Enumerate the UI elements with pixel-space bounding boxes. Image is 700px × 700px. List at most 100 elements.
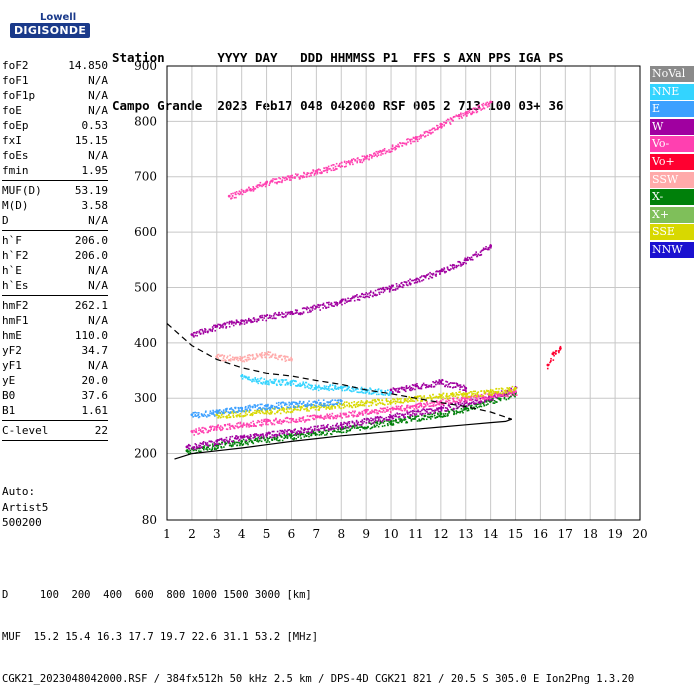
trace-point bbox=[480, 109, 482, 111]
trace-point bbox=[374, 400, 376, 403]
trace-point bbox=[484, 103, 487, 106]
trace-point bbox=[457, 411, 460, 414]
trace-point bbox=[477, 394, 480, 397]
legend-item: NNE bbox=[650, 83, 694, 100]
trace-point bbox=[451, 118, 453, 121]
trace-point bbox=[271, 434, 274, 436]
trace-point bbox=[425, 386, 427, 389]
trace-point bbox=[245, 439, 247, 441]
trace-point bbox=[371, 295, 374, 297]
trace-point bbox=[240, 319, 244, 323]
trace-point bbox=[484, 396, 486, 398]
trace-point bbox=[204, 414, 207, 417]
trace-point bbox=[381, 150, 384, 152]
trace-point bbox=[258, 437, 261, 440]
trace-point bbox=[285, 403, 288, 406]
param-value: N/A bbox=[88, 214, 108, 227]
trace-point bbox=[394, 148, 396, 151]
trace-point bbox=[503, 396, 506, 399]
trace-point bbox=[342, 386, 344, 389]
trace-point bbox=[390, 424, 393, 426]
trace-point bbox=[278, 422, 281, 424]
param-value: 206.0 bbox=[74, 249, 108, 262]
trace-point bbox=[335, 417, 338, 420]
trace-point bbox=[456, 411, 459, 414]
trace-point bbox=[284, 355, 286, 357]
trace-point bbox=[415, 413, 418, 415]
trace-point bbox=[228, 440, 230, 443]
trace-point bbox=[211, 330, 214, 333]
trace-point bbox=[403, 284, 405, 287]
trace-point bbox=[383, 148, 386, 150]
trace-point bbox=[452, 400, 455, 403]
trace-point bbox=[284, 179, 286, 182]
param-value: N/A bbox=[88, 359, 108, 372]
trace-point bbox=[265, 441, 268, 443]
trace-point bbox=[258, 411, 260, 414]
trace-point bbox=[424, 403, 426, 406]
trace-point bbox=[346, 160, 348, 163]
trace-point bbox=[442, 413, 445, 415]
trace-point bbox=[320, 388, 322, 390]
trace-point bbox=[276, 384, 278, 387]
trace-point bbox=[327, 428, 330, 430]
trace-point bbox=[206, 442, 209, 444]
trace-point bbox=[431, 410, 434, 412]
trace-point bbox=[248, 317, 250, 320]
trace-point bbox=[422, 408, 424, 410]
trace-point bbox=[387, 389, 389, 392]
trace-point bbox=[377, 288, 379, 291]
trace-point bbox=[485, 396, 487, 399]
trace-point bbox=[470, 396, 472, 399]
trace-point bbox=[278, 432, 281, 435]
trace-point bbox=[436, 401, 438, 404]
trace-point bbox=[354, 295, 357, 298]
trace-point bbox=[264, 185, 267, 188]
x-tick-label: 15 bbox=[508, 527, 523, 541]
trace-point bbox=[384, 411, 386, 413]
trace-point bbox=[471, 398, 474, 401]
trace-point bbox=[361, 412, 364, 415]
trace-point bbox=[449, 123, 452, 125]
trace-point bbox=[348, 415, 350, 418]
trace-point bbox=[492, 402, 495, 404]
trace-point bbox=[447, 414, 449, 417]
trace-point bbox=[459, 400, 462, 403]
trace-point bbox=[339, 402, 342, 405]
param-value: 262.1 bbox=[74, 299, 108, 312]
trace-point bbox=[299, 430, 302, 433]
trace-point bbox=[412, 397, 414, 400]
trace-point bbox=[301, 307, 304, 310]
trace-point bbox=[376, 155, 378, 158]
trace-point bbox=[392, 400, 395, 403]
trace-point bbox=[495, 387, 498, 390]
trace-point bbox=[271, 404, 274, 407]
trace-point bbox=[325, 385, 328, 388]
station-header: Station YYYY DAY DDD HHMMSS P1 FFS S AXN… bbox=[112, 18, 564, 130]
trace-point bbox=[380, 291, 382, 293]
trace-point bbox=[367, 389, 370, 391]
trace-point bbox=[323, 167, 325, 169]
trace-point bbox=[253, 404, 256, 406]
trace-point bbox=[288, 433, 290, 435]
trace-point bbox=[348, 405, 351, 408]
trace-point bbox=[508, 396, 511, 399]
trace-point bbox=[404, 281, 407, 283]
trace-point bbox=[466, 409, 469, 412]
trace-point bbox=[329, 417, 332, 420]
trace-point bbox=[252, 413, 254, 416]
trace-point bbox=[299, 433, 302, 436]
trace-point bbox=[419, 413, 422, 415]
trace-point bbox=[423, 275, 426, 278]
trace-point bbox=[403, 399, 406, 401]
trace-point bbox=[297, 405, 300, 408]
trace-point bbox=[366, 295, 368, 298]
trace-point bbox=[360, 424, 363, 426]
trace-point bbox=[483, 392, 486, 395]
trace-point bbox=[468, 403, 471, 405]
trace-point bbox=[331, 406, 333, 408]
trace-point bbox=[320, 433, 323, 436]
trace-point bbox=[344, 422, 347, 425]
trace-point bbox=[309, 384, 311, 387]
trace-point bbox=[313, 388, 316, 390]
